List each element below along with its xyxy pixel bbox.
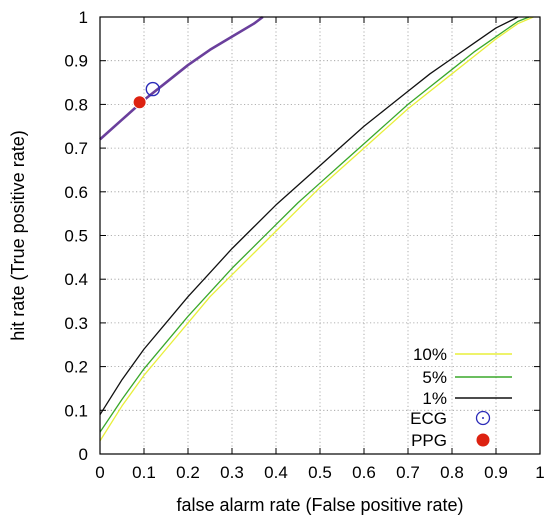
series-lines [99,15,534,442]
x-tick-label: 0.2 [176,463,200,482]
y-tick-label: 1 [79,8,88,27]
y-tick-label: 0.2 [64,358,88,377]
x-tick-label: 0.7 [396,463,420,482]
x-tick-label: 1 [535,463,544,482]
y-tick-label: 0.4 [64,270,88,289]
legend-swatch-dot [482,417,484,419]
point-ppg [132,95,147,110]
x-tick-label: 0.1 [132,463,156,482]
x-tick-label: 0.8 [440,463,464,482]
legend: 10% 5% 1%ECG PPG [410,345,512,450]
x-tick-label: 0.5 [308,463,332,482]
y-tick-label: 0.8 [64,95,88,114]
x-axis-title: false alarm rate (False positive rate) [176,495,463,515]
y-tick-label: 0.3 [64,314,88,333]
legend-swatch-open-circle [475,410,491,426]
x-tick-label: 0.3 [220,463,244,482]
series-line-5pct [99,16,530,433]
y-tick-label: 0.9 [64,52,88,71]
legend-label: ECG [410,409,447,428]
legend-label: PPG [411,431,447,450]
grid [100,17,540,454]
series-line-1pct [99,16,519,416]
y-tick-label: 0.5 [64,227,88,246]
tick-labels: 0 0.1 0.2 0.3 0.4 0.5 0.6 0.7 0.8 0.9 1 0 0.1 0.2 0.3 0… [64,8,544,482]
y-tick-label: 0.6 [64,183,88,202]
x-tick-label: 0.9 [484,463,508,482]
x-tick-label: 0 [95,463,104,482]
data-points [132,81,161,110]
legend-label: 5% [422,368,447,387]
series-line-upper-curve [99,15,264,141]
y-tick-label: 0.7 [64,139,88,158]
point-ecg [145,81,161,97]
y-axis-title: hit rate (True positive rate) [8,130,28,340]
series-line-10pct [99,16,534,442]
y-tick-label: 0 [79,445,88,464]
x-tick-label: 0.6 [352,463,376,482]
x-tick-label: 0.4 [264,463,288,482]
y-tick-label: 0.1 [64,401,88,420]
legend-label: 1% [422,389,447,408]
legend-label: 10% [413,345,447,364]
legend-swatch-filled-circle [476,433,490,447]
